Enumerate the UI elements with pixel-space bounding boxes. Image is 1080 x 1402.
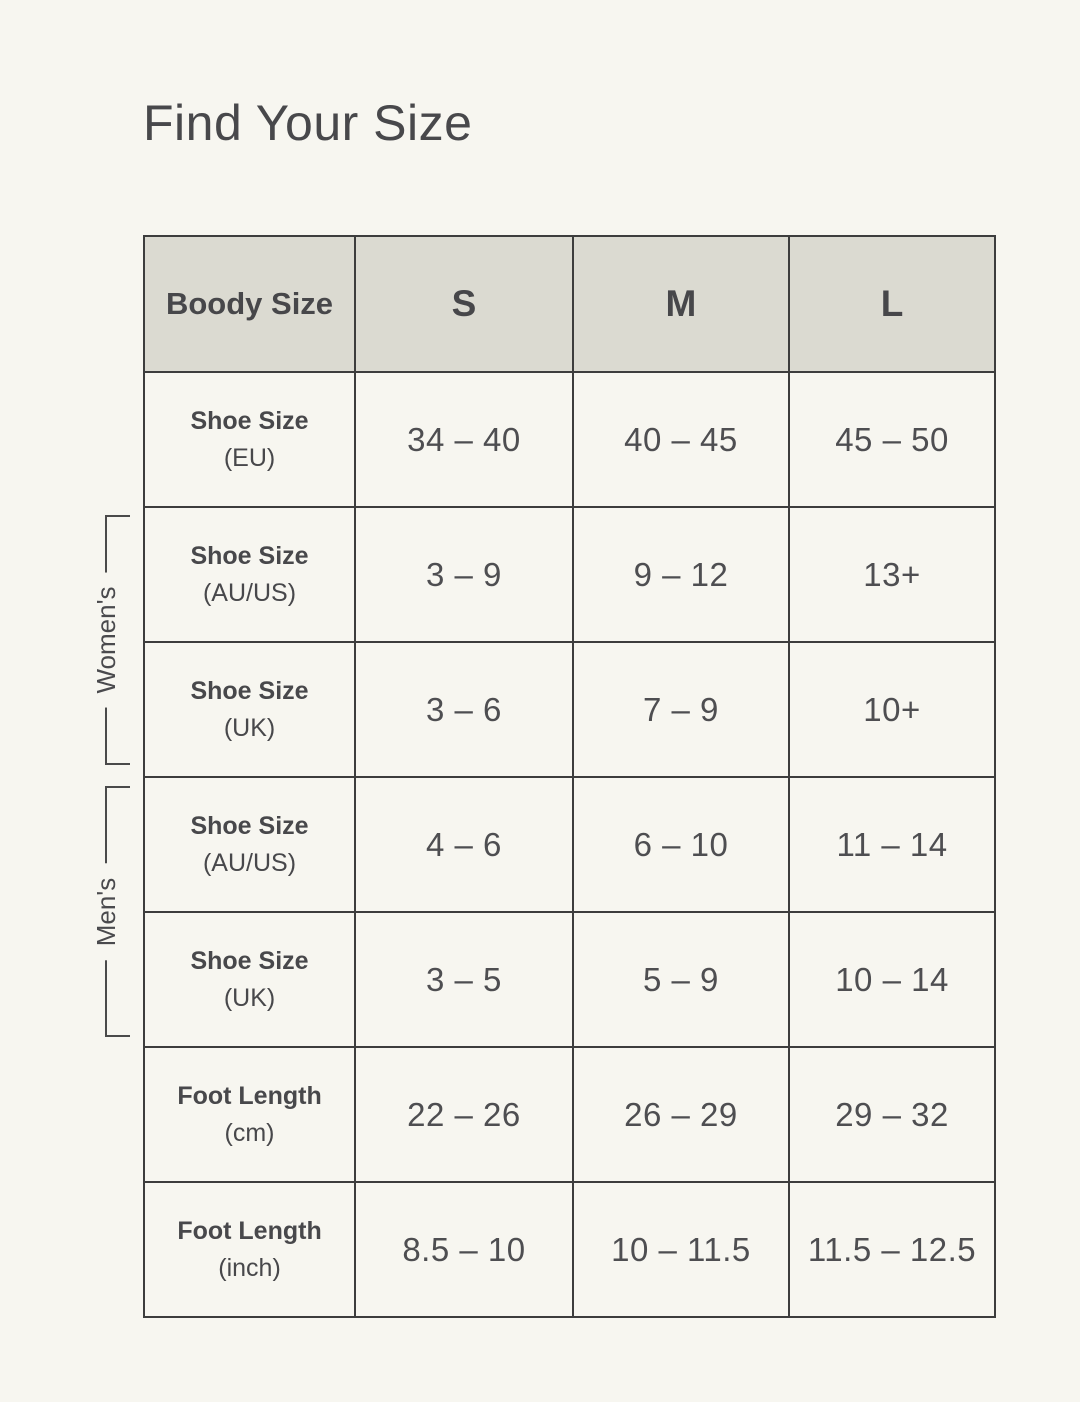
cell-value: 11 – 14 (788, 776, 996, 913)
cell-value: 10+ (788, 641, 996, 778)
table-row-mens-shoe-size-au-us: Shoe Size (AU/US) 4 – 6 6 – 10 11 – 14 (142, 776, 996, 913)
cell-value: 7 – 9 (571, 641, 791, 778)
row-label: Shoe Size (AU/US) (142, 776, 357, 913)
cell-value: 22 – 26 (354, 1046, 574, 1183)
table-row-foot-length-cm: Foot Length (cm) 22 – 26 26 – 29 29 – 32 (142, 1046, 996, 1183)
cell-value: 26 – 29 (571, 1046, 791, 1183)
cell-value: 3 – 9 (354, 506, 574, 643)
bracket-tick-bottom (105, 763, 130, 765)
column-header-s: S (354, 235, 574, 373)
cell-value: 4 – 6 (354, 776, 574, 913)
mens-group-label: Men's (91, 863, 121, 960)
row-label: Shoe Size (UK) (142, 641, 357, 778)
row-label-title: Shoe Size (190, 676, 309, 705)
row-label-title: Foot Length (177, 1081, 322, 1110)
cell-value: 3 – 5 (354, 911, 574, 1048)
cell-value: 10 – 11.5 (571, 1181, 791, 1318)
cell-value: 29 – 32 (788, 1046, 996, 1183)
womens-group-label: Women's (91, 572, 121, 708)
row-label-title: Foot Length (177, 1216, 322, 1245)
row-label-title: Shoe Size (190, 946, 309, 975)
size-chart-table: Boody Size S M L Shoe Size (EU) 34 – 40 … (142, 235, 996, 1318)
cell-value: 13+ (788, 506, 996, 643)
cell-value: 8.5 – 10 (354, 1181, 574, 1318)
cell-value: 6 – 10 (571, 776, 791, 913)
row-label: Shoe Size (EU) (142, 371, 357, 508)
row-label: Foot Length (cm) (142, 1046, 357, 1183)
column-header-m: M (571, 235, 791, 373)
row-label-title: Shoe Size (190, 811, 309, 840)
row-label-unit: (EU) (223, 443, 276, 472)
row-label-unit: (AU/US) (202, 578, 297, 607)
page-title: Find Your Size (143, 95, 473, 151)
row-label-title: Shoe Size (190, 406, 309, 435)
row-label-unit: (cm) (224, 1118, 275, 1147)
cell-value: 10 – 14 (788, 911, 996, 1048)
table-row-mens-shoe-size-uk: Shoe Size (UK) 3 – 5 5 – 9 10 – 14 (142, 911, 996, 1048)
row-label-unit: (UK) (223, 983, 276, 1012)
cell-value: 3 – 6 (354, 641, 574, 778)
mens-group-bracket: Men's (91, 786, 130, 1037)
row-label: Shoe Size (UK) (142, 911, 357, 1048)
row-label-title: Shoe Size (190, 541, 309, 570)
bracket-tick-top (105, 786, 130, 788)
row-label: Shoe Size (AU/US) (142, 506, 357, 643)
row-label-unit: (inch) (218, 1253, 281, 1282)
cell-value: 5 – 9 (571, 911, 791, 1048)
womens-group-bracket: Women's (91, 515, 130, 765)
bracket-tick-bottom (105, 1035, 130, 1037)
cell-value: 45 – 50 (788, 371, 996, 508)
table-row-womens-shoe-size-uk: Shoe Size (UK) 3 – 6 7 – 9 10+ (142, 641, 996, 778)
bracket-tick-top (105, 515, 130, 517)
cell-value: 34 – 40 (354, 371, 574, 508)
table-row-womens-shoe-size-au-us: Shoe Size (AU/US) 3 – 9 9 – 12 13+ (142, 506, 996, 643)
row-label-unit: (UK) (223, 713, 276, 742)
cell-value: 9 – 12 (571, 506, 791, 643)
table-row-foot-length-inch: Foot Length (inch) 8.5 – 10 10 – 11.5 11… (142, 1181, 996, 1318)
row-label-unit: (AU/US) (202, 848, 297, 877)
header-row: Boody Size S M L (142, 235, 996, 373)
table-row-shoe-size-eu: Shoe Size (EU) 34 – 40 40 – 45 45 – 50 (142, 371, 996, 508)
column-header-l: L (788, 235, 996, 373)
cell-value: 11.5 – 12.5 (788, 1181, 996, 1318)
row-label: Foot Length (inch) (142, 1181, 357, 1318)
cell-value: 40 – 45 (571, 371, 791, 508)
column-header-boody-size: Boody Size (142, 235, 357, 373)
